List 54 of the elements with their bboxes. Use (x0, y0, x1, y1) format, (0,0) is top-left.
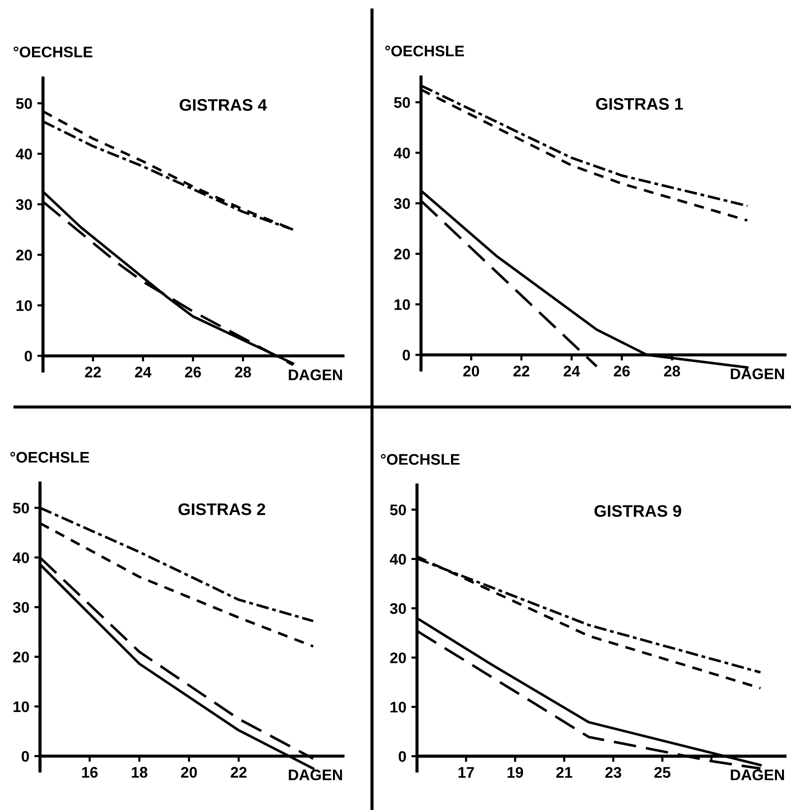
y-axis-title: °OECHSLE (14, 46, 92, 58)
y-tick-label: 10 (394, 299, 410, 310)
x-axis-title: DAGEN (730, 769, 784, 780)
y-tick-label: 30 (390, 603, 406, 614)
y-tick-label: 0 (22, 750, 29, 762)
x-tick-label: 26 (185, 366, 201, 378)
text: GISTRAS 2 (178, 503, 266, 516)
y-tick-label: 20 (390, 652, 406, 664)
y-tick-label: 40 (16, 148, 32, 160)
x-tick-label: 24 (564, 366, 580, 376)
y-axis-title: °OECHSLE (380, 454, 460, 465)
x-axis-title: DAGEN (730, 368, 784, 380)
x-tick-label: 20 (181, 766, 197, 778)
x-tick-label: 17 (458, 767, 474, 778)
y-tick-label: 0 (402, 350, 410, 361)
x-tick-label: 23 (605, 767, 622, 778)
x-tick-label: 19 (508, 767, 524, 778)
x-tick-label: 22 (85, 366, 101, 378)
y-tick-label: 50 (16, 98, 32, 109)
x-tick-label: 22 (230, 766, 247, 778)
y-tick-label: 50 (390, 504, 406, 516)
y-tick-label: 20 (16, 250, 32, 260)
y-axis-title: °OECHSLE (10, 452, 90, 463)
y-tick-label: 30 (12, 602, 29, 613)
y-tick-label: 0 (24, 350, 32, 362)
y-tick-label: 0 (398, 751, 406, 762)
y-tick-label: 40 (390, 554, 406, 565)
x-tick-label: 25 (654, 767, 670, 778)
y-axis-title: °OECHSLE (385, 46, 464, 56)
y-tick-label: 10 (390, 702, 406, 713)
text: GISTRAS 4 (180, 99, 267, 111)
x-axis-title: DAGEN (288, 369, 342, 380)
x-tick-label: 16 (82, 766, 98, 778)
x-tick-label: 28 (664, 366, 680, 376)
x-tick-label: 28 (235, 366, 252, 378)
x-tick-label: 24 (135, 366, 152, 378)
x-tick-label: 21 (556, 767, 572, 778)
text: GISTRAS 1 (596, 98, 683, 110)
x-tick-label: 26 (614, 366, 630, 376)
x-tick-label: 18 (132, 766, 148, 778)
text: GISTRAS 9 (594, 505, 682, 517)
y-tick-label: 30 (16, 199, 32, 210)
x-tick-label: 20 (463, 366, 480, 376)
y-tick-label: 30 (394, 198, 410, 209)
y-tick-label: 40 (12, 552, 29, 564)
x-axis-title: DAGEN (288, 769, 342, 780)
y-tick-label: 10 (14, 701, 29, 712)
y-tick-label: 50 (13, 502, 29, 514)
y-tick-label: 20 (394, 248, 410, 260)
y-tick-label: 20 (13, 652, 29, 662)
y-tick-label: 50 (394, 97, 410, 108)
x-tick-label: 22 (513, 366, 530, 376)
y-tick-label: 40 (394, 148, 410, 158)
y-tick-label: 10 (16, 300, 32, 312)
